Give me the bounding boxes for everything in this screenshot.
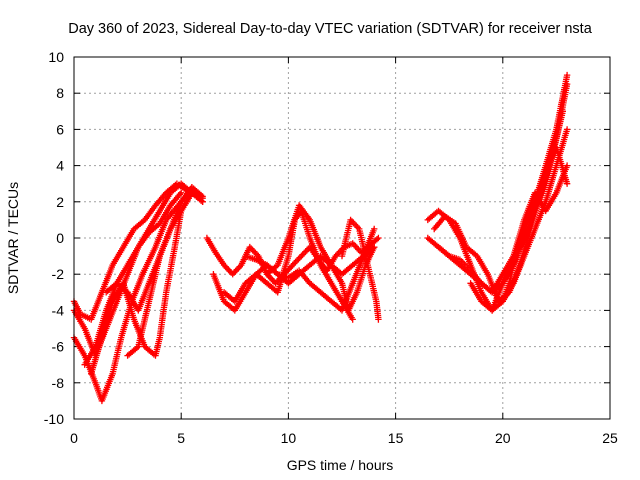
y-tick-label: -8 — [52, 375, 65, 391]
y-tick-label: 6 — [56, 121, 64, 137]
data-series-arc-12 — [263, 202, 378, 314]
plus-markers — [499, 71, 571, 305]
y-tick-label: -4 — [52, 302, 65, 318]
x-tick-label: 5 — [177, 430, 185, 446]
plot-frame — [73, 56, 611, 420]
plus-markers — [435, 144, 571, 296]
y-tick-label: 10 — [48, 49, 64, 65]
data-series-arc-16 — [431, 108, 566, 305]
plus-markers — [338, 216, 382, 323]
data-series-arc-19 — [499, 71, 571, 305]
y-tick-label: -10 — [44, 411, 64, 427]
plus-markers — [263, 202, 378, 314]
x-tick-label: 10 — [281, 430, 297, 446]
plus-markers — [103, 189, 185, 296]
y-axis-label: SDTVAR / TECUs — [5, 182, 21, 294]
x-axis-label: GPS time / hours — [287, 457, 394, 473]
axis-ticks: 0 5 10 15 20 25 -10 -8 -6 -4 -2 0 2 4 6 8 10 — [44, 49, 618, 446]
y-tick-label: -2 — [52, 266, 65, 282]
x-tick-label: 25 — [602, 430, 618, 446]
plus-markers — [431, 108, 566, 305]
data-series-arc-17 — [435, 144, 571, 296]
data-series-arc-13 — [338, 216, 382, 323]
y-tick-label: 8 — [56, 85, 64, 101]
chart-title: Day 360 of 2023, Sidereal Day-to-day VTE… — [68, 21, 592, 37]
y-tick-label: -6 — [52, 339, 65, 355]
y-tick-label: 2 — [56, 194, 64, 210]
x-tick-label: 0 — [70, 430, 78, 446]
y-tick-label: 4 — [56, 158, 64, 174]
data-series-arc-7 — [103, 189, 185, 296]
x-tick-label: 20 — [495, 430, 511, 446]
data-series — [70, 71, 571, 405]
data-series-arc-6 — [124, 189, 206, 359]
x-tick-label: 15 — [388, 430, 404, 446]
y-tick-label: 0 — [56, 230, 64, 246]
plus-markers — [124, 189, 206, 359]
